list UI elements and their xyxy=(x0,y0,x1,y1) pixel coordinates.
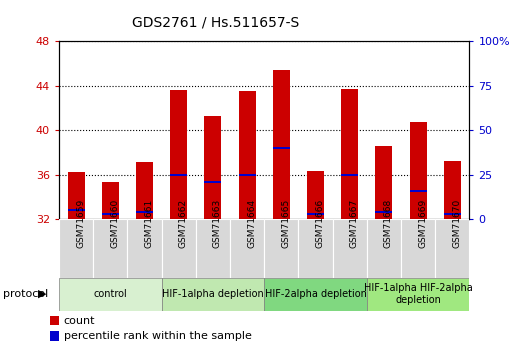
FancyBboxPatch shape xyxy=(367,219,401,278)
Bar xyxy=(50,332,60,341)
Bar xyxy=(136,211,153,213)
FancyBboxPatch shape xyxy=(162,278,264,310)
Bar xyxy=(341,89,358,219)
Text: control: control xyxy=(93,289,127,299)
Bar xyxy=(341,174,358,176)
Text: GDS2761 / Hs.511657-S: GDS2761 / Hs.511657-S xyxy=(132,16,299,30)
FancyBboxPatch shape xyxy=(401,219,435,278)
Text: GSM71659: GSM71659 xyxy=(76,199,85,248)
Text: HIF-1alpha HIF-2alpha
depletion: HIF-1alpha HIF-2alpha depletion xyxy=(364,283,472,305)
FancyBboxPatch shape xyxy=(367,278,469,310)
Text: GSM71660: GSM71660 xyxy=(110,199,120,248)
Bar xyxy=(239,174,255,176)
Bar xyxy=(102,183,119,219)
FancyBboxPatch shape xyxy=(264,278,367,310)
Bar xyxy=(170,90,187,219)
Text: GSM71667: GSM71667 xyxy=(350,199,359,248)
FancyBboxPatch shape xyxy=(230,219,264,278)
Bar xyxy=(409,122,427,219)
Bar xyxy=(170,174,187,176)
Bar xyxy=(204,181,222,183)
Bar xyxy=(409,190,427,191)
FancyBboxPatch shape xyxy=(162,219,196,278)
Text: HIF-1alpha depletion: HIF-1alpha depletion xyxy=(162,289,264,299)
FancyBboxPatch shape xyxy=(127,219,162,278)
FancyBboxPatch shape xyxy=(93,219,127,278)
Bar xyxy=(273,147,290,149)
Text: GSM71661: GSM71661 xyxy=(145,199,153,248)
Text: GSM71666: GSM71666 xyxy=(315,199,325,248)
Bar xyxy=(273,70,290,219)
Bar xyxy=(307,171,324,219)
Text: HIF-2alpha depletion: HIF-2alpha depletion xyxy=(265,289,366,299)
Text: GSM71663: GSM71663 xyxy=(213,199,222,248)
FancyBboxPatch shape xyxy=(435,219,469,278)
FancyBboxPatch shape xyxy=(196,219,230,278)
Text: protocol: protocol xyxy=(3,289,48,299)
FancyBboxPatch shape xyxy=(59,219,93,278)
Text: GSM71665: GSM71665 xyxy=(281,199,290,248)
Bar xyxy=(376,146,392,219)
Bar xyxy=(136,162,153,219)
Bar xyxy=(376,211,392,213)
Text: percentile rank within the sample: percentile rank within the sample xyxy=(64,331,251,341)
FancyBboxPatch shape xyxy=(299,219,332,278)
Text: count: count xyxy=(64,316,95,326)
Bar xyxy=(444,213,461,215)
Bar xyxy=(68,209,85,211)
Text: GSM71670: GSM71670 xyxy=(452,199,461,248)
Text: GSM71669: GSM71669 xyxy=(418,199,427,248)
Text: GSM71662: GSM71662 xyxy=(179,199,188,248)
Bar xyxy=(204,116,222,219)
Text: GSM71668: GSM71668 xyxy=(384,199,393,248)
Bar xyxy=(102,213,119,215)
Bar xyxy=(239,91,255,219)
Bar xyxy=(68,172,85,219)
Bar xyxy=(50,316,60,325)
FancyBboxPatch shape xyxy=(59,278,162,310)
Text: ▶: ▶ xyxy=(37,289,46,299)
FancyBboxPatch shape xyxy=(264,219,299,278)
FancyBboxPatch shape xyxy=(332,219,367,278)
Bar xyxy=(307,213,324,215)
Text: GSM71664: GSM71664 xyxy=(247,199,256,248)
Bar xyxy=(444,161,461,219)
